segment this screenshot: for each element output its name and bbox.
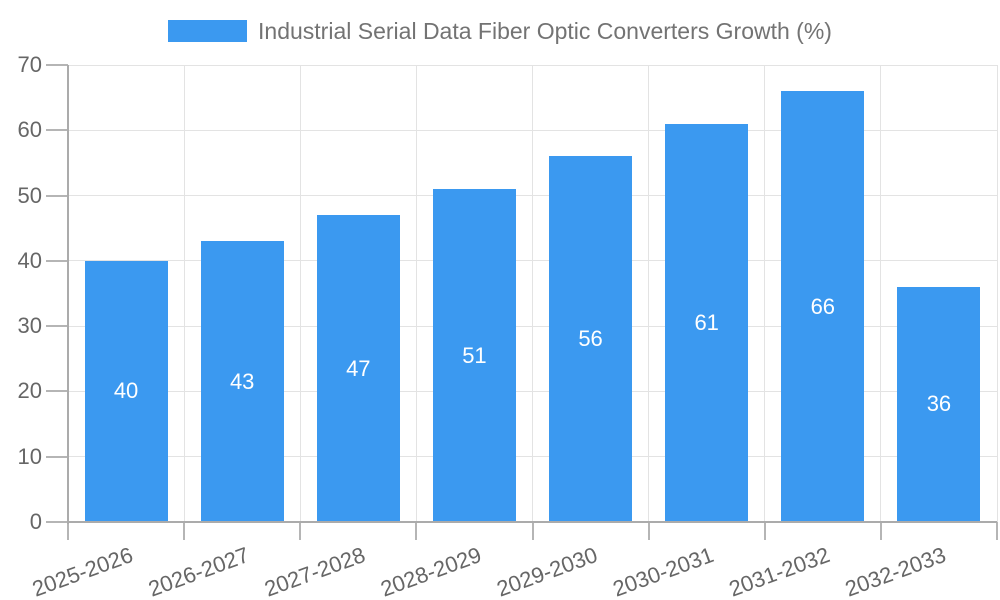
bar-value-label: 56 [578,326,603,352]
x-gridline [415,65,417,522]
y-axis-tick-label: 20 [17,378,42,404]
x-gridline [648,65,650,522]
bar-2026-2027[interactable] [200,241,284,522]
x-axis-tick [67,522,69,540]
x-axis-line [68,521,997,523]
bar-value-label: 51 [462,342,487,368]
x-gridline [532,65,533,522]
bar-2027-2028[interactable] [316,215,400,522]
x-axis-tick [647,522,650,540]
x-gridline [880,65,882,522]
y-axis-tick [46,194,68,197]
x-gridline [996,65,998,522]
y-axis-tick-label: 10 [17,443,42,469]
y-axis-tick [46,64,68,66]
y-axis-tick-label: 0 [29,509,42,534]
bar-value-label: 47 [346,355,371,381]
x-axis-tick [183,522,186,540]
x-gridline [183,65,185,522]
y-axis-tick [46,455,68,458]
y-axis-tick [46,325,68,328]
x-gridline [764,65,766,522]
chart-legend[interactable]: Industrial Serial Data Fiber Optic Conve… [0,18,1000,44]
bar-value-label: 61 [694,309,719,335]
y-axis-tick-label: 50 [17,182,42,208]
legend-title: Industrial Serial Data Fiber Optic Conve… [258,18,832,44]
x-axis-tick [879,522,882,540]
bar-value-label: 40 [113,378,139,404]
bar-2029-2030[interactable] [549,156,633,522]
bar-value-label: 66 [810,293,836,319]
x-axis-tick [299,522,302,540]
x-axis-tick [531,522,534,540]
bar-value-label: 43 [229,368,255,394]
y-axis-tick-label: 40 [17,247,42,273]
x-axis-tick [996,522,998,540]
y-axis-tick [46,129,68,132]
y-axis-tick-label: 70 [17,52,42,77]
bar-2025-2026[interactable] [84,260,168,522]
legend-swatch [168,20,248,42]
y-axis-line [67,65,69,524]
y-axis-tick [46,390,68,393]
bar-2032-2033[interactable] [897,286,981,522]
x-axis-tick [415,522,418,540]
bar-2030-2031[interactable] [665,123,749,522]
y-axis-tick [46,521,68,523]
y-axis-tick [46,259,68,262]
x-gridline [299,65,301,522]
y-axis-tick-label: 60 [17,117,42,143]
bar-value-label: 36 [926,391,952,417]
bar-2028-2029[interactable] [432,189,516,522]
x-axis-tick [763,522,766,540]
bar-2031-2032[interactable] [781,91,865,522]
y-axis-tick-label: 30 [17,313,42,339]
